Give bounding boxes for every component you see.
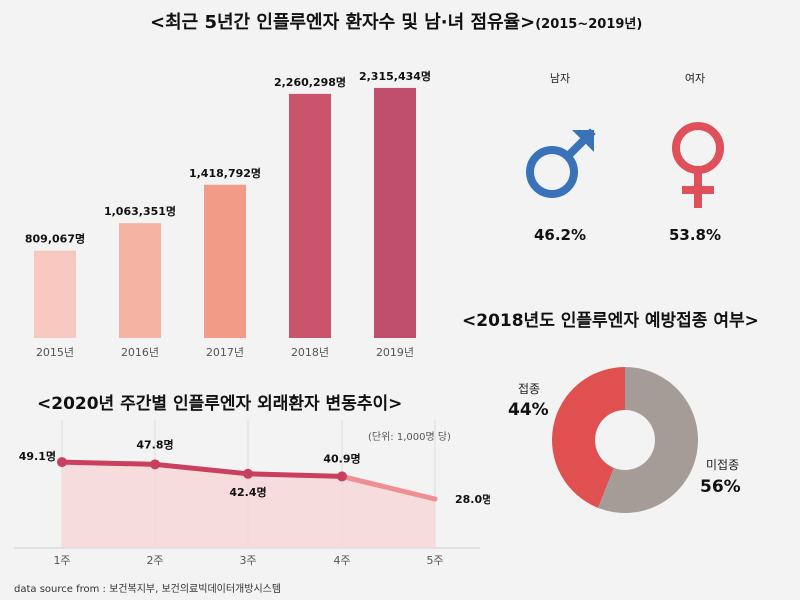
donut-chart — [552, 367, 698, 513]
line-segment — [152, 461, 251, 477]
bar-2018년 — [289, 93, 331, 338]
donut-value-vaccinated: 44% — [508, 400, 549, 420]
bar-value-label: 1,418,792명 — [189, 166, 261, 180]
line-value-label: 42.4명 — [229, 485, 266, 499]
donut-slice-접종 — [552, 367, 625, 508]
donut-label-vaccinated: 접종 — [518, 382, 541, 396]
female-label: 여자 — [684, 72, 706, 85]
page-title: <최근 5년간 인플루엔자 환자수 및 남·녀 점유율>(2015~2019년) — [150, 8, 710, 34]
x-tick-label: 2019년 — [376, 346, 414, 359]
male-label: 남자 — [549, 72, 571, 85]
line-chart: 49.1명 1주 47.8명 2주 42.4명 3주 40.9명 4주 28.0명 5주 — [14, 420, 490, 567]
title-main: <최근 5년간 인플루엔자 환자수 및 남·녀 점유율> — [150, 12, 536, 33]
footer-source: data source from : 보건복지부, 보건의료빅데이터개방시스템 — [14, 584, 282, 595]
line-point — [150, 459, 160, 470]
donut-value-unvaccinated: 56% — [700, 477, 741, 497]
vaccination-section-title: <2018년도 인플루엔자 예방접종 여부> — [462, 311, 759, 331]
line-point — [243, 468, 253, 479]
bar-2016년 — [119, 223, 161, 338]
line-segment — [245, 471, 345, 479]
line-segment — [59, 459, 158, 467]
x-tick-label: 2018년 — [291, 346, 329, 359]
bar-value-label: 2,315,434명 — [359, 69, 431, 83]
title-sub: (2015~2019년) — [535, 17, 643, 32]
line-point — [57, 457, 67, 468]
line-value-label: 47.8명 — [136, 437, 173, 451]
unit-note: (단위: 1,000명 당) — [368, 432, 451, 443]
bar-value-label: 809,067명 — [25, 232, 85, 246]
line-point — [337, 471, 347, 482]
x-tick-label: 2017년 — [206, 346, 244, 359]
x-tick-label: 3주 — [239, 554, 256, 567]
bar-value-label: 1,063,351명 — [104, 204, 176, 218]
weekly-section-title: <2020년 주간별 인플루엔자 외래환자 변동추이> — [37, 394, 403, 414]
x-tick-label: 2015년 — [36, 346, 74, 359]
line-value-label: 40.9명 — [323, 451, 360, 465]
x-tick-label: 2016년 — [121, 346, 159, 359]
bar-2019년 — [374, 87, 416, 338]
line-area-fill — [62, 462, 435, 548]
bar-2017년 — [204, 184, 246, 338]
male-icon — [526, 128, 596, 198]
donut-label-unvaccinated: 미접종 — [706, 458, 740, 472]
bar-2015년 — [34, 250, 76, 338]
male-percent: 46.2% — [533, 226, 587, 244]
female-icon — [672, 122, 724, 208]
bar-chart: 809,067명 2015년 1,063,351명 2016년 1,418,792명 20… — [25, 69, 431, 359]
x-tick-label: 4주 — [333, 554, 350, 567]
x-tick-label: 1주 — [53, 554, 70, 567]
line-value-label: 28.0명 — [455, 492, 490, 506]
line-segment — [339, 473, 438, 502]
bar-value-label: 2,260,298명 — [274, 75, 346, 89]
x-tick-label: 5주 — [426, 554, 443, 567]
donut-slice-미접종 — [598, 367, 698, 513]
female-percent: 53.8% — [668, 226, 722, 244]
line-value-label: 49.1명 — [19, 449, 56, 463]
x-tick-label: 2주 — [146, 554, 163, 567]
